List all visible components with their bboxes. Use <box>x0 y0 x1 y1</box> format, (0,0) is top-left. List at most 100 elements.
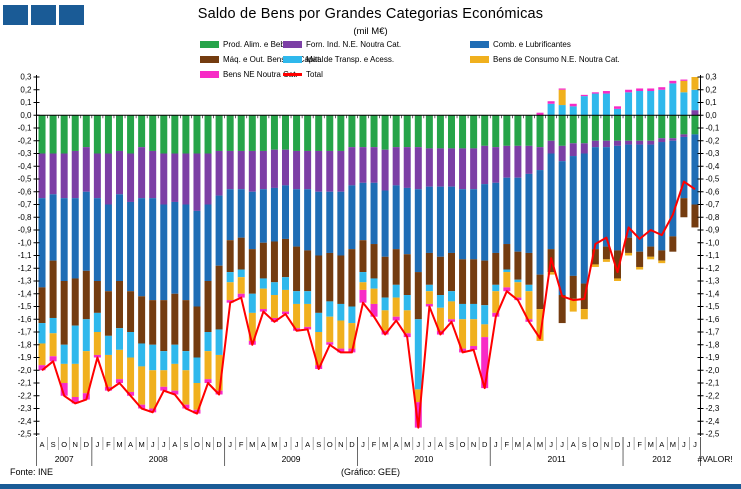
bar-segment <box>558 161 566 296</box>
bar-segment <box>270 149 278 188</box>
legend-label: Forn. Ind. N.E. Noutra Cat. <box>306 40 402 49</box>
month-label: N <box>604 440 609 449</box>
bar-segment <box>259 288 267 310</box>
bar-segment <box>116 115 123 151</box>
bar-segment <box>38 287 46 324</box>
bar-segment <box>127 291 135 332</box>
bar-segment <box>602 140 610 148</box>
bar-segment <box>171 293 179 345</box>
bar-segment <box>82 270 90 320</box>
bar-segment <box>470 303 478 320</box>
bar-segment <box>104 335 112 355</box>
bar-segment <box>525 145 533 174</box>
bar-segment <box>481 324 489 338</box>
bar-segment <box>138 147 146 199</box>
bar-segment <box>647 140 655 145</box>
bar-segment <box>481 145 489 185</box>
bar-segment <box>381 256 389 298</box>
bar-segment <box>49 194 57 261</box>
bar-segment <box>138 296 146 344</box>
bar-segment <box>481 260 489 306</box>
bar-segment <box>669 140 677 237</box>
bar-segment <box>160 386 168 391</box>
bar-segment <box>116 349 123 380</box>
bar-segment <box>680 136 688 199</box>
bar-segment <box>658 115 666 139</box>
y-tick-label-left: -1,5 <box>18 302 32 311</box>
bar-segment <box>503 287 511 292</box>
bar-segment <box>525 284 533 292</box>
bar-segment <box>93 332 101 355</box>
y-tick-label-right: -0,3 <box>706 149 720 158</box>
bar-segment <box>459 303 467 320</box>
bar-segment <box>138 343 146 367</box>
bar-segment <box>403 147 411 188</box>
bar-segment <box>149 198 157 301</box>
y-tick-label-right: -0,4 <box>706 162 720 171</box>
month-label: A <box>261 440 266 449</box>
bar-segment <box>625 92 633 116</box>
y-tick-label-right: -1,6 <box>706 315 720 324</box>
bar-segment <box>82 191 90 271</box>
y-tick-label-right: -1,3 <box>706 277 720 286</box>
y-tick-label-right: -0,2 <box>706 136 720 145</box>
bar-segment <box>503 177 511 245</box>
bar-segment <box>448 252 455 292</box>
bar-segment <box>614 106 621 109</box>
bar-segment <box>60 115 68 154</box>
bar-segment <box>193 383 201 410</box>
bar-segment <box>403 295 411 311</box>
bar-segment <box>492 182 500 253</box>
gee-logo <box>3 5 84 25</box>
year-label: 2010 <box>414 454 433 464</box>
bar-segment <box>636 140 644 145</box>
bar-segment <box>569 156 577 276</box>
bar-segment <box>182 204 190 301</box>
y-tick-label-left: -0,8 <box>18 213 32 222</box>
bar-segment <box>558 89 566 106</box>
bar-segment <box>514 279 522 283</box>
y-tick-label-left: -1,9 <box>18 353 32 362</box>
year-label: 2008 <box>149 454 168 464</box>
bar-segment <box>93 115 101 154</box>
month-label: N <box>471 440 476 449</box>
bar-segment <box>459 319 467 349</box>
legend-color-swatch <box>283 41 302 48</box>
bar-segment <box>591 140 599 148</box>
month-label: A <box>526 440 531 449</box>
bar-segment <box>569 115 577 144</box>
bar-segment <box>337 255 345 304</box>
bar-segment <box>38 198 46 288</box>
bar-segment <box>669 80 677 84</box>
bar-segment <box>104 115 112 154</box>
month-label: N <box>338 440 343 449</box>
bar-segment <box>436 148 444 187</box>
month-label: M <box>648 440 654 449</box>
bar-segment <box>304 303 312 327</box>
bar-segment <box>614 278 621 281</box>
year-axis: 2007 2008 2009 2010 2011 2012 #VALOR! <box>36 437 733 466</box>
bar-segment <box>381 115 389 150</box>
y-tick-label-left: 0,3 <box>20 73 32 82</box>
y-tick-label-left: -0,3 <box>18 149 32 158</box>
bar-segment <box>558 105 566 116</box>
month-label: O <box>460 440 466 449</box>
month-label: J <box>228 440 232 449</box>
y-tick-label-left: -2,4 <box>18 417 32 426</box>
bar-segment <box>614 140 621 146</box>
bar-segment <box>558 295 566 324</box>
bar-segment <box>448 148 455 187</box>
bar-segment <box>580 309 588 320</box>
bar-segment <box>182 370 190 405</box>
bar-segment <box>226 240 234 273</box>
bar-segment <box>403 115 411 148</box>
bar-segment <box>481 305 489 325</box>
bar-segment <box>293 150 301 190</box>
bar-segment <box>182 153 190 205</box>
legend-color-swatch <box>200 56 219 63</box>
bar-segment <box>171 201 179 294</box>
month-label: A <box>394 440 399 449</box>
legend-line-swatch <box>283 73 302 76</box>
